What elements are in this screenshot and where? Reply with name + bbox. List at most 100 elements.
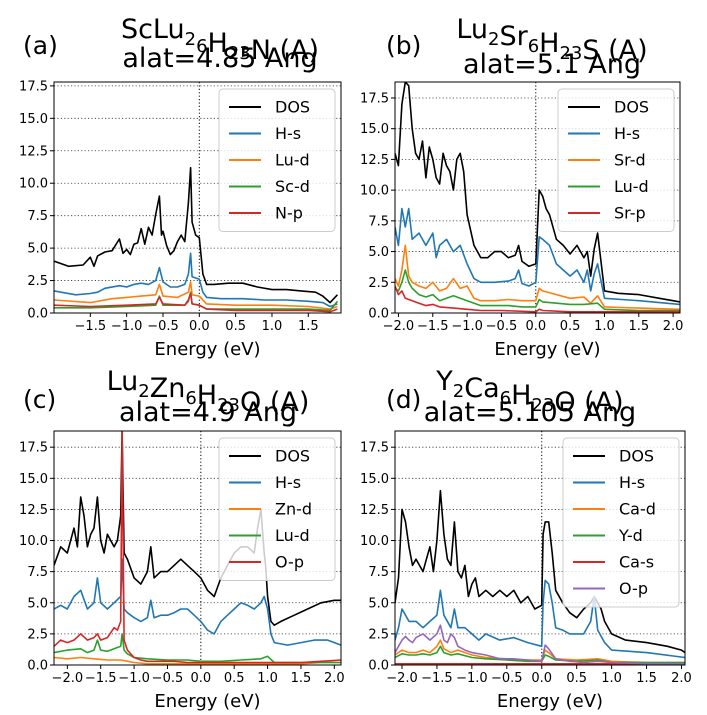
y-tick-label: 15.0 xyxy=(360,122,389,137)
series-line-y-d xyxy=(395,645,685,664)
x-tick-label: −1.5 xyxy=(75,319,107,334)
x-tick-label: 0.0 xyxy=(189,319,210,334)
x-tick-label: 2.0 xyxy=(671,671,692,686)
y-tick-label: 0.0 xyxy=(368,659,389,674)
y-tick-label: 15.0 xyxy=(19,112,48,127)
x-tick-label: 2.0 xyxy=(663,319,684,334)
title-subscript: 6 xyxy=(528,36,539,57)
legend-label-o-p: O-p xyxy=(275,553,304,572)
y-tick-label: 5.0 xyxy=(27,596,48,611)
axes-frame xyxy=(53,430,342,666)
y-tick-label: 0.0 xyxy=(27,307,48,322)
legend-label-h-s: H-s xyxy=(275,473,301,492)
x-tick-label: 0.5 xyxy=(566,671,587,686)
title-element: O xyxy=(240,387,261,418)
title-element: Lu xyxy=(456,14,488,45)
y-tick-label: 0.0 xyxy=(27,659,48,674)
series-line-h-s xyxy=(54,558,341,646)
title-element: Sc xyxy=(121,14,153,45)
x-tick-label: −2.0 xyxy=(52,671,84,686)
title-element: Zn xyxy=(150,373,186,404)
title-element: Ca xyxy=(464,373,499,404)
title-element: H xyxy=(197,380,217,411)
x-tick-label: 0.0 xyxy=(531,671,552,686)
legend-box xyxy=(562,437,680,608)
legend-label-sc-d: Sc-d xyxy=(275,177,310,196)
legend-label-dos: DOS xyxy=(614,98,649,117)
legend-label-ca-s: Ca-s xyxy=(619,553,654,572)
x-tick-label: 1.0 xyxy=(262,319,283,334)
x-tick-label: 1.5 xyxy=(291,671,312,686)
x-tick-label: −1.0 xyxy=(118,671,150,686)
title-element: Lu xyxy=(107,366,139,397)
legend: DOS H-s Lu-d Sc-d N-p xyxy=(218,88,336,232)
title-subscript: 6 xyxy=(185,388,196,409)
legend-label-h-s: H-s xyxy=(275,124,301,143)
y-tick-label: 17.5 xyxy=(19,441,48,456)
y-tick-label: 15.0 xyxy=(19,472,48,487)
x-tick-label: −1.0 xyxy=(451,319,483,334)
x-tick-label: 1.5 xyxy=(636,671,657,686)
title-subscript: 23 xyxy=(217,395,240,416)
title-subscript: 2 xyxy=(488,29,499,50)
panel-label: (b) xyxy=(386,31,421,60)
title-element: H xyxy=(511,380,531,411)
y-tick-label: 17.5 xyxy=(360,91,389,106)
y-tick-label: 5.0 xyxy=(368,596,389,611)
legend-label-sr-p: Sr-p xyxy=(614,204,646,223)
legend-label-dos: DOS xyxy=(619,447,654,466)
title-element: H xyxy=(539,28,559,59)
x-tick-label: −2.0 xyxy=(386,671,418,686)
title-subscript: 2 xyxy=(138,381,149,402)
series-line-lu-d xyxy=(395,269,680,312)
legend-label-dos: DOS xyxy=(275,98,310,117)
legend-label-n-p: N-p xyxy=(275,204,303,223)
series-line-lu-d xyxy=(54,281,338,310)
title-subscript: 2 xyxy=(453,381,464,402)
y-tick-label: 10.0 xyxy=(360,184,389,199)
y-tick-label: 15.0 xyxy=(360,472,389,487)
series-line-ca-d xyxy=(395,639,685,664)
legend-label-ca-d: Ca-d xyxy=(619,500,656,519)
title-subscript: 23 xyxy=(559,43,582,64)
series-line-dos xyxy=(54,166,338,304)
legend-box xyxy=(218,437,336,581)
series-line-sr-d xyxy=(395,244,680,311)
y-tick-label: 0.0 xyxy=(368,307,389,322)
series-line-n-p xyxy=(54,292,338,313)
x-tick-label: −2.0 xyxy=(383,319,415,334)
chart-subtitle-alat: alat=5.105 Ang xyxy=(424,397,636,428)
y-tick-label: 10.0 xyxy=(19,534,48,549)
legend-label-zn-d: Zn-d xyxy=(275,500,312,519)
legend-box xyxy=(218,88,336,232)
x-axis-label: Energy (eV) xyxy=(497,691,603,712)
y-tick-label: 12.5 xyxy=(360,503,389,518)
y-tick-label: 5.0 xyxy=(368,245,389,260)
chart-subtitle-alat: alat=4.85 Ang xyxy=(122,43,317,74)
y-tick-label: 12.5 xyxy=(19,503,48,518)
title-suffix: (A) xyxy=(261,387,309,418)
chart-title: Lu2Sr6H23S (A) xyxy=(456,14,647,66)
legend-label-y-d: Y-d xyxy=(618,526,643,545)
panel-label: (a) xyxy=(23,31,58,60)
series-line-dos xyxy=(395,82,680,303)
title-element: Sr xyxy=(499,21,528,52)
panel-label: (c) xyxy=(23,385,56,414)
x-tick-label: −1.5 xyxy=(417,319,449,334)
title-suffix: (A) xyxy=(271,35,319,66)
axes-frame xyxy=(394,81,681,314)
panel-label: (d) xyxy=(386,385,421,414)
y-tick-label: 2.5 xyxy=(27,627,48,642)
x-tick-label: −1.0 xyxy=(111,319,143,334)
chart-title: Lu2Zn6H23O (A) xyxy=(107,366,310,418)
series-line-sr-p xyxy=(395,285,680,313)
chart-subtitle-alat: alat=5.1 Ang xyxy=(463,49,641,80)
x-tick-label: −0.5 xyxy=(152,671,184,686)
series-group xyxy=(54,166,339,313)
x-tick-label: 1.5 xyxy=(628,319,649,334)
series-line-sc-d xyxy=(54,291,339,312)
x-tick-label: 0.5 xyxy=(225,319,246,334)
y-tick-label: 2.5 xyxy=(27,274,48,289)
panel-a: −1.5 −1.0 −0.5 0.0 0.5 1.0 1.5 0.0 2.5 5.0 7.5 10.0… xyxy=(19,14,342,360)
